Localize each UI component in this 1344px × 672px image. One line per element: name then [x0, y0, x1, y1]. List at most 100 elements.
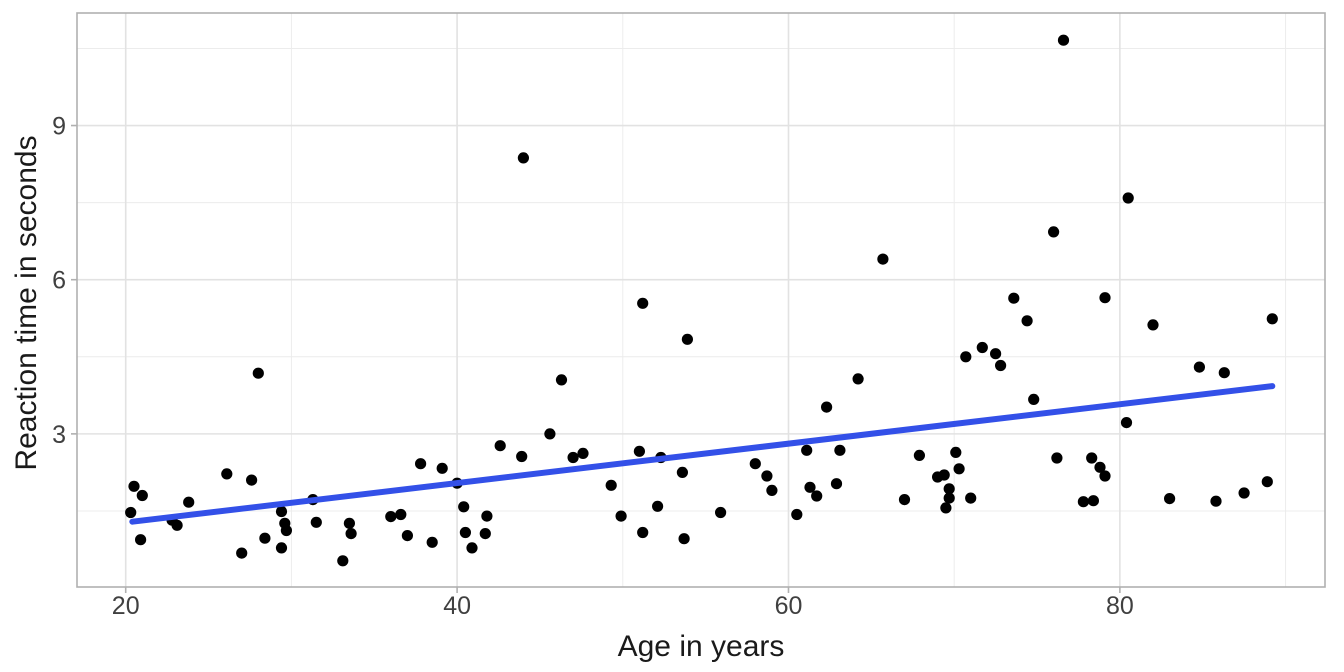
- data-point: [1099, 470, 1111, 482]
- data-point: [637, 297, 649, 309]
- data-point: [517, 152, 530, 164]
- data-point: [943, 483, 955, 495]
- data-point: [940, 502, 952, 514]
- data-point: [1028, 393, 1040, 405]
- data-point: [804, 481, 816, 493]
- grid-major-lines: [77, 13, 1325, 587]
- data-point: [1057, 34, 1070, 46]
- data-point: [791, 508, 803, 521]
- x-tick-label: 80: [1106, 592, 1134, 620]
- trend-line: [129, 383, 1276, 525]
- data-point: [633, 445, 646, 457]
- data-point: [466, 542, 478, 554]
- data-point: [479, 528, 491, 540]
- data-point: [1099, 292, 1111, 304]
- data-point: [715, 506, 727, 519]
- data-point: [275, 542, 288, 554]
- panel-background: [77, 13, 1325, 587]
- data-point: [221, 468, 233, 480]
- data-point: [555, 374, 568, 386]
- data-point: [821, 401, 833, 413]
- data-point: [128, 480, 140, 492]
- data-point: [401, 530, 413, 542]
- data-point: [678, 533, 690, 545]
- data-point: [1266, 313, 1278, 325]
- data-point: [577, 447, 589, 459]
- data-point: [259, 532, 271, 544]
- data-point: [125, 506, 137, 519]
- data-point: [953, 463, 965, 475]
- data-point: [1218, 367, 1230, 379]
- data-point: [1147, 319, 1159, 331]
- data-points-group: [125, 34, 1278, 567]
- data-point: [171, 519, 183, 531]
- data-point: [385, 510, 397, 523]
- x-tick-label: 60: [775, 592, 803, 620]
- data-point: [426, 536, 438, 548]
- data-point: [459, 526, 471, 539]
- y-tick-label: 3: [52, 421, 66, 449]
- data-point: [343, 517, 355, 529]
- data-point: [494, 440, 506, 452]
- data-point: [1210, 495, 1222, 507]
- data-point: [1008, 292, 1020, 304]
- data-point: [652, 500, 664, 512]
- data-point: [681, 333, 694, 345]
- data-point: [567, 451, 579, 464]
- data-point: [337, 555, 349, 567]
- data-point: [811, 490, 823, 502]
- data-point: [1122, 192, 1134, 204]
- data-point: [801, 444, 813, 456]
- data-point: [877, 253, 889, 265]
- data-point: [310, 516, 322, 528]
- data-point: [995, 359, 1007, 372]
- data-point: [1120, 417, 1133, 429]
- data-point: [236, 547, 248, 559]
- data-point: [1077, 496, 1089, 508]
- y-axis-tick-labels: 3 6 9: [52, 113, 66, 449]
- panel-border: [76, 12, 1326, 588]
- trend-line-group: [129, 383, 1276, 525]
- x-tick-label: 40: [443, 592, 471, 620]
- data-point: [605, 479, 617, 491]
- y-tick-label: 9: [52, 113, 66, 141]
- data-point: [246, 474, 258, 486]
- data-point: [1238, 487, 1250, 499]
- data-point: [516, 450, 528, 463]
- data-point: [976, 341, 988, 354]
- data-point: [1087, 495, 1099, 507]
- data-point: [834, 444, 846, 456]
- y-axis-title: Reaction time in seconds: [10, 135, 43, 470]
- data-point: [275, 505, 288, 518]
- data-point: [637, 526, 649, 539]
- data-point: [1261, 476, 1273, 488]
- data-point: [749, 458, 761, 470]
- data-point: [252, 367, 264, 379]
- data-point: [938, 469, 950, 481]
- data-point: [615, 510, 627, 522]
- data-point: [950, 446, 962, 458]
- data-point: [830, 478, 843, 490]
- data-point: [766, 484, 778, 496]
- data-point: [544, 428, 556, 440]
- x-axis-tick-marks: [124, 587, 1121, 593]
- data-point: [1051, 452, 1063, 464]
- x-tick-label: 20: [112, 592, 140, 620]
- data-point: [1164, 493, 1176, 505]
- data-point: [136, 489, 148, 502]
- data-point: [943, 492, 955, 504]
- data-point: [852, 373, 864, 385]
- data-point: [395, 508, 407, 521]
- y-axis-tick-marks: [71, 124, 77, 435]
- data-point: [345, 528, 357, 540]
- data-point: [436, 462, 448, 474]
- data-point: [676, 466, 689, 478]
- data-point: [280, 524, 292, 537]
- data-point: [135, 534, 147, 546]
- data-point: [1094, 461, 1106, 473]
- data-point: [761, 470, 773, 482]
- x-axis-title: Age in years: [618, 630, 785, 663]
- data-point: [965, 492, 977, 504]
- data-point: [990, 348, 1002, 360]
